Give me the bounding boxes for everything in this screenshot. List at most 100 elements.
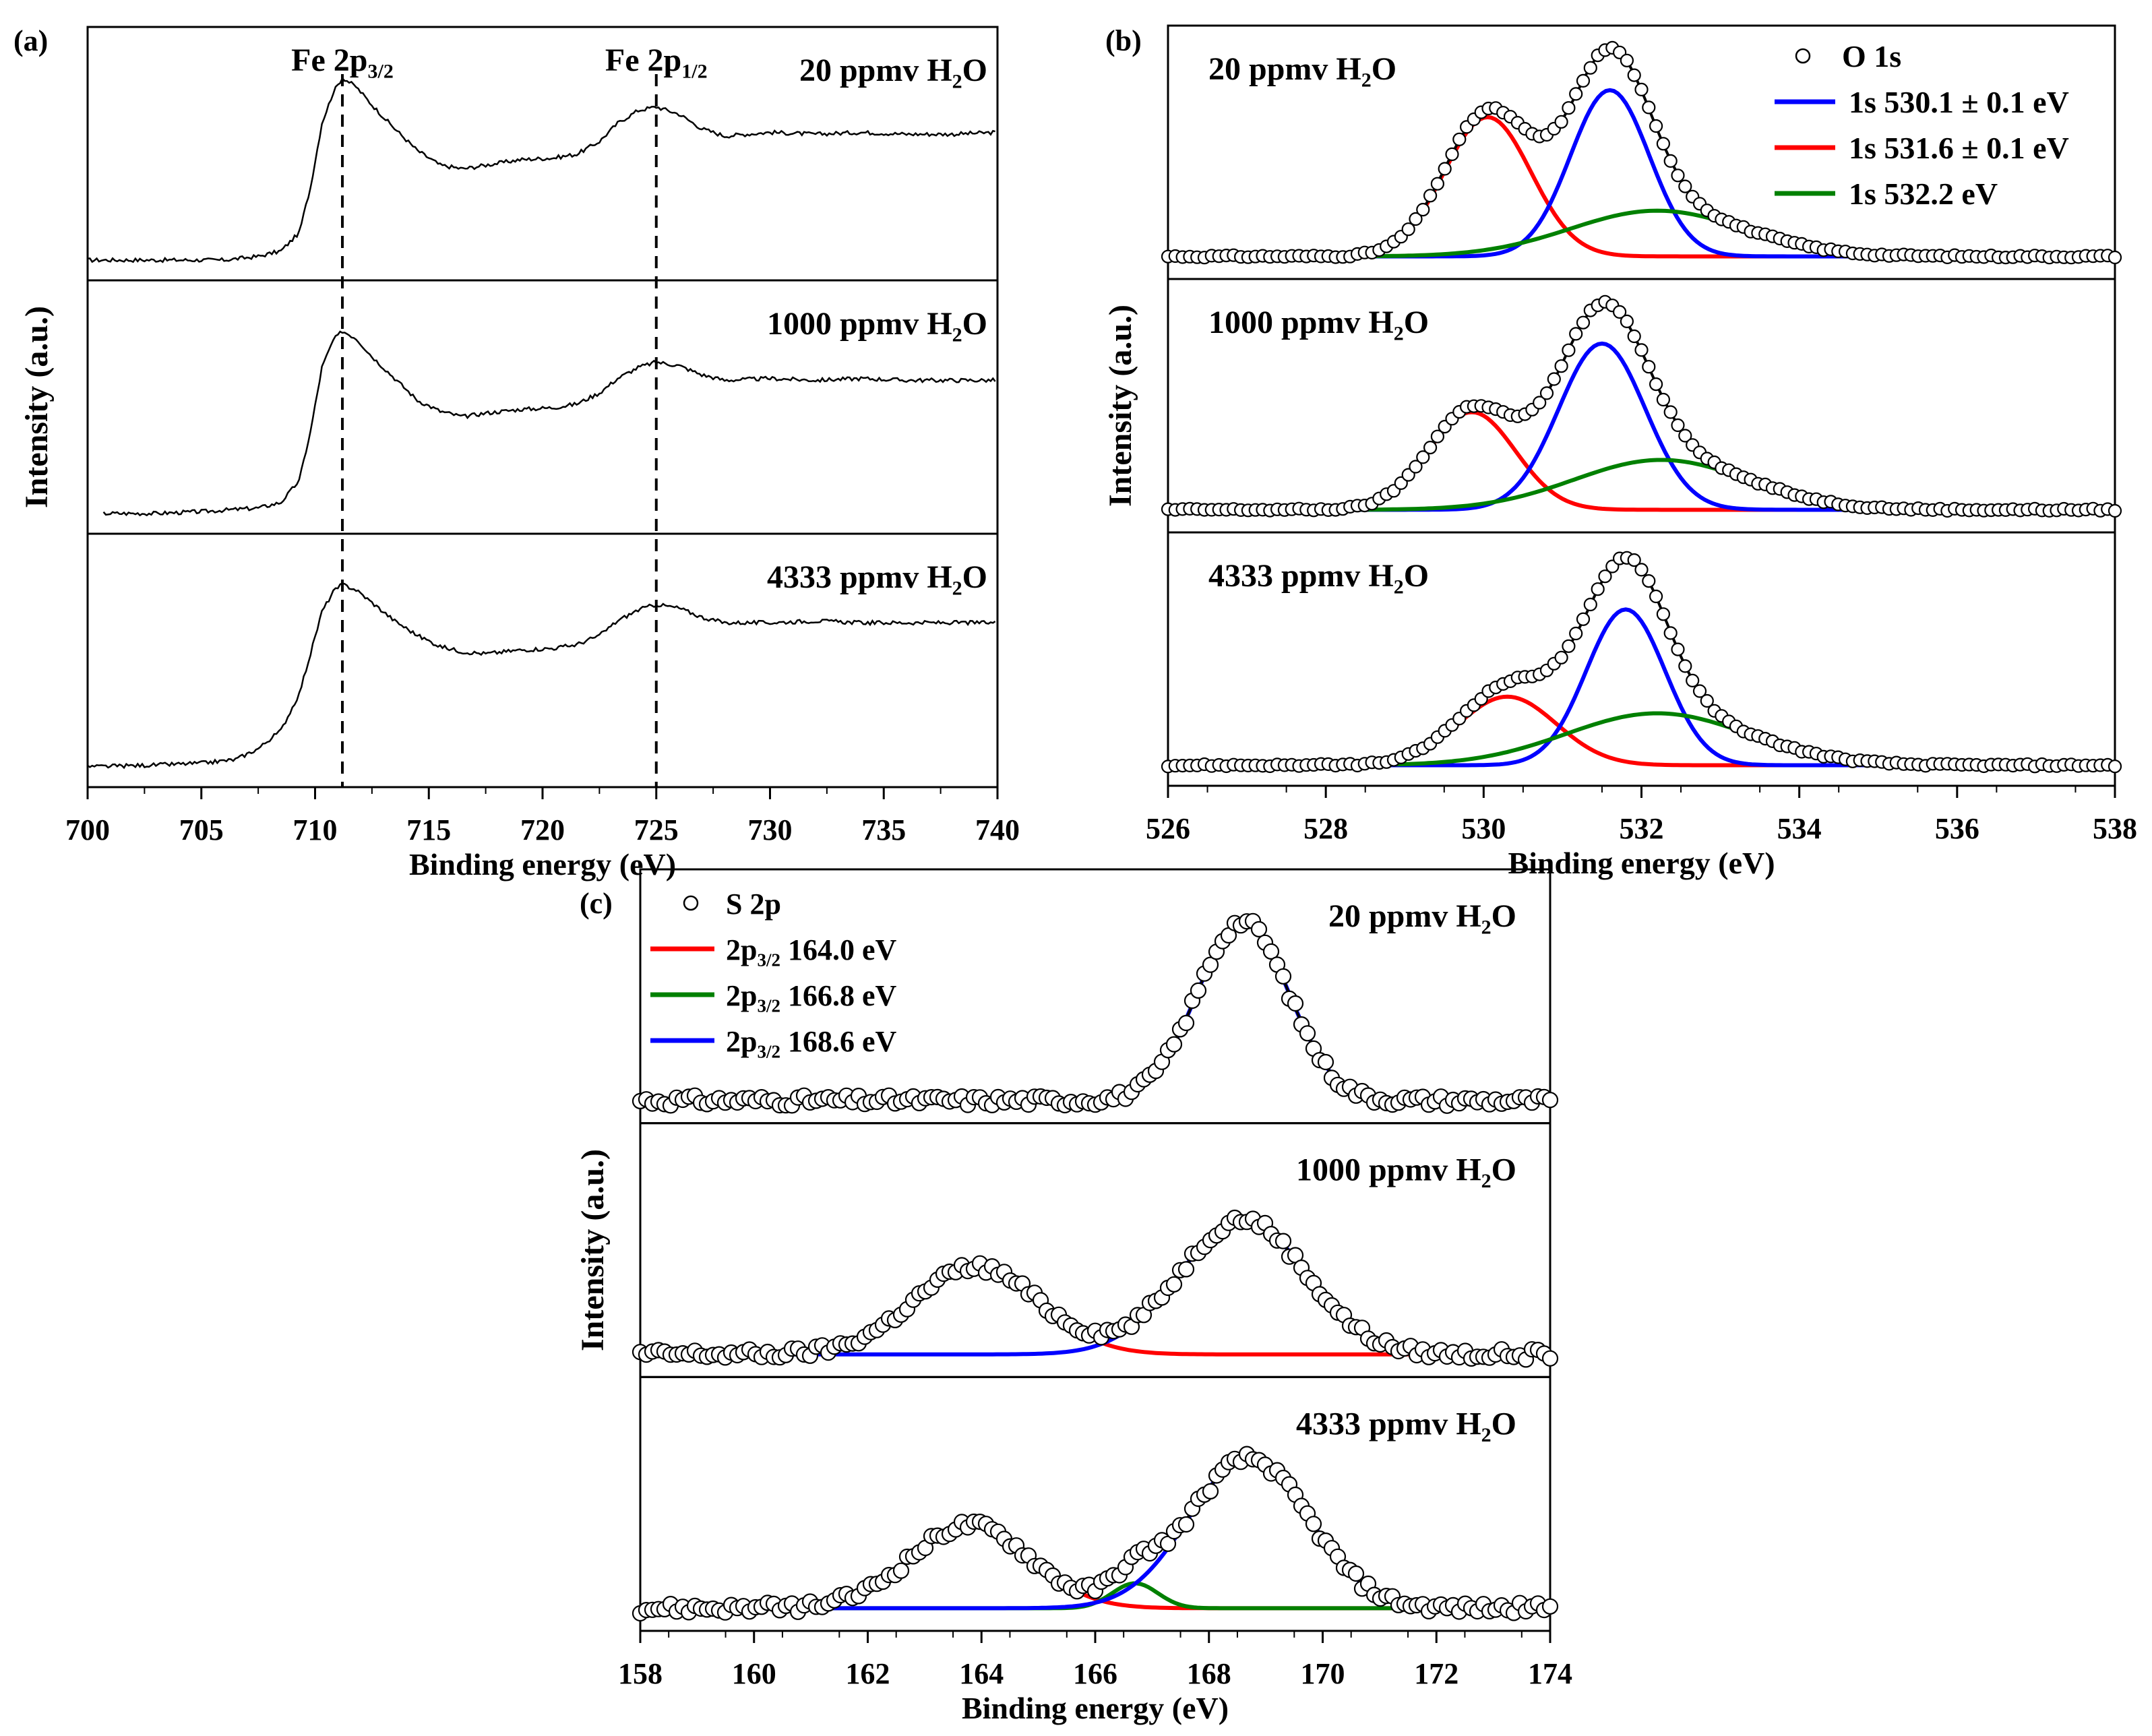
measured-data-point [1250,921,1268,938]
row-label: 20 ppmv H2O [1328,898,1516,939]
y-axis-title: Intensity (a.u.) [19,306,55,508]
fe2p-spectrum-line [87,582,996,770]
x-tick-label: 162 [846,1657,890,1690]
measured-data-point [1274,1233,1292,1249]
row-label: 1000 ppmv H2O [1296,1152,1516,1193]
measured-data-point [1541,1350,1559,1367]
row-label: 4333 ppmv H2O [767,559,987,600]
x-axis-title: Binding energy (eV) [1508,846,1775,880]
panel-b-o1s: (b) 526 528 530 532 534 536 538 Binding energy (… [1103,24,2137,880]
measured-data-point [1416,450,1430,464]
x-tick-label: 526 [1146,812,1190,845]
measured-data-point [1671,418,1685,433]
fit-component-line [1168,607,2115,768]
x-tick-label: 700 [65,813,110,846]
measured-data-point [1452,132,1467,146]
measured-data-point [1317,1053,1334,1071]
legend-label: 2p3/2 166.8 eV [726,979,897,1016]
legend-label: 1s 532.2 eV [1849,177,1998,211]
measured-data-point [1445,147,1459,161]
measured-data-point [1576,315,1591,330]
measured-data-point [1656,392,1670,407]
x-tick-label: 172 [1414,1657,1458,1690]
measured-data-point [1430,429,1444,443]
measured-data-point [1692,684,1707,698]
measured-data-point [1686,673,1700,688]
measured-data-point [1627,68,1641,82]
measured-data-point [1547,372,1561,386]
measured-data-point [1678,429,1692,443]
x-tick-label: 536 [1935,812,1979,845]
x-tick-label: 532 [1620,812,1664,845]
row-label: 1000 ppmv H2O [767,306,987,346]
measured-data-point [1663,405,1678,419]
measured-data-point [1663,626,1678,640]
legend-label: O 1s [1842,39,1901,73]
measured-data-point [1671,642,1685,656]
measured-data-point [1305,1516,1322,1532]
measured-data-point [1416,203,1430,217]
measured-data-point [1634,563,1649,577]
fit-component-line [1168,208,2115,259]
x-tick-label: 720 [520,813,565,846]
measured-data-point [1541,1598,1559,1615]
peak-label: Fe 2p3/2 [291,42,394,83]
measured-data-point [1627,329,1641,344]
x-tick-label: 710 [293,813,338,846]
measured-data-point [1562,639,1576,653]
row-label: 4333 ppmv H2O [1208,558,1429,598]
x-tick-label: 168 [1187,1657,1231,1690]
measured-data-point [1554,650,1568,664]
x-tick-label: 705 [179,813,224,846]
row-label: 1000 ppmv H2O [1208,305,1429,345]
measured-data-point [1678,659,1692,673]
panel-label: (b) [1105,24,1142,57]
x-axis-title: Binding energy (eV) [962,1691,1229,1725]
measured-data-point [1165,1276,1183,1293]
x-tick-label: 725 [634,813,679,846]
panel-label: (a) [13,24,48,57]
measured-data-point [1274,968,1292,985]
fit-component-line [1168,694,2115,768]
measured-data-point [1576,612,1591,626]
measured-data-point [1620,314,1634,328]
x-tick-label: 166 [1073,1657,1117,1690]
measured-data-point [1642,574,1656,588]
measured-data-point [1562,343,1576,357]
measured-data-point [1430,177,1444,191]
measured-data-point [1409,212,1423,226]
row-label: 20 ppmv H2O [799,53,987,93]
measured-data-point [1202,1483,1219,1499]
measured-data-point [1177,1014,1195,1032]
x-tick-label: 174 [1528,1657,1572,1690]
measured-data-point [1554,359,1568,373]
x-tick-label: 534 [1777,812,1822,845]
measured-data-point [1177,1516,1195,1533]
measured-data-point [2108,250,2122,265]
panel-label: (c) [580,887,613,920]
x-tick-label: 170 [1301,1657,1345,1690]
measured-data-point [1627,553,1641,567]
x-axis-title: Binding energy (eV) [409,847,676,881]
x-tick-label: 158 [618,1657,663,1690]
legend-label: S 2p [726,888,781,921]
measured-data-point [1671,168,1685,183]
measured-data-point [1177,1261,1195,1278]
measured-data-point [892,1562,910,1579]
legend-marker [1795,48,1811,64]
measured-data-point [1569,626,1583,641]
measured-data-point [1649,377,1663,392]
measured-data-point [1656,607,1670,621]
measured-data-point [1423,189,1438,203]
measured-data-point [1438,162,1452,176]
x-tick-label: 530 [1461,812,1506,845]
panel-a-fe2p: (a) 700 705 710 715 720 725 730 735 740 Binding en… [13,24,1020,881]
measured-data-point [1656,137,1670,151]
measured-data-point [1202,956,1219,973]
measured-data-point [1583,597,1597,612]
x-tick-label: 730 [748,813,793,846]
measured-data-point [1541,1092,1559,1109]
legend-marker [683,895,699,911]
measured-data-point [2108,760,2122,774]
